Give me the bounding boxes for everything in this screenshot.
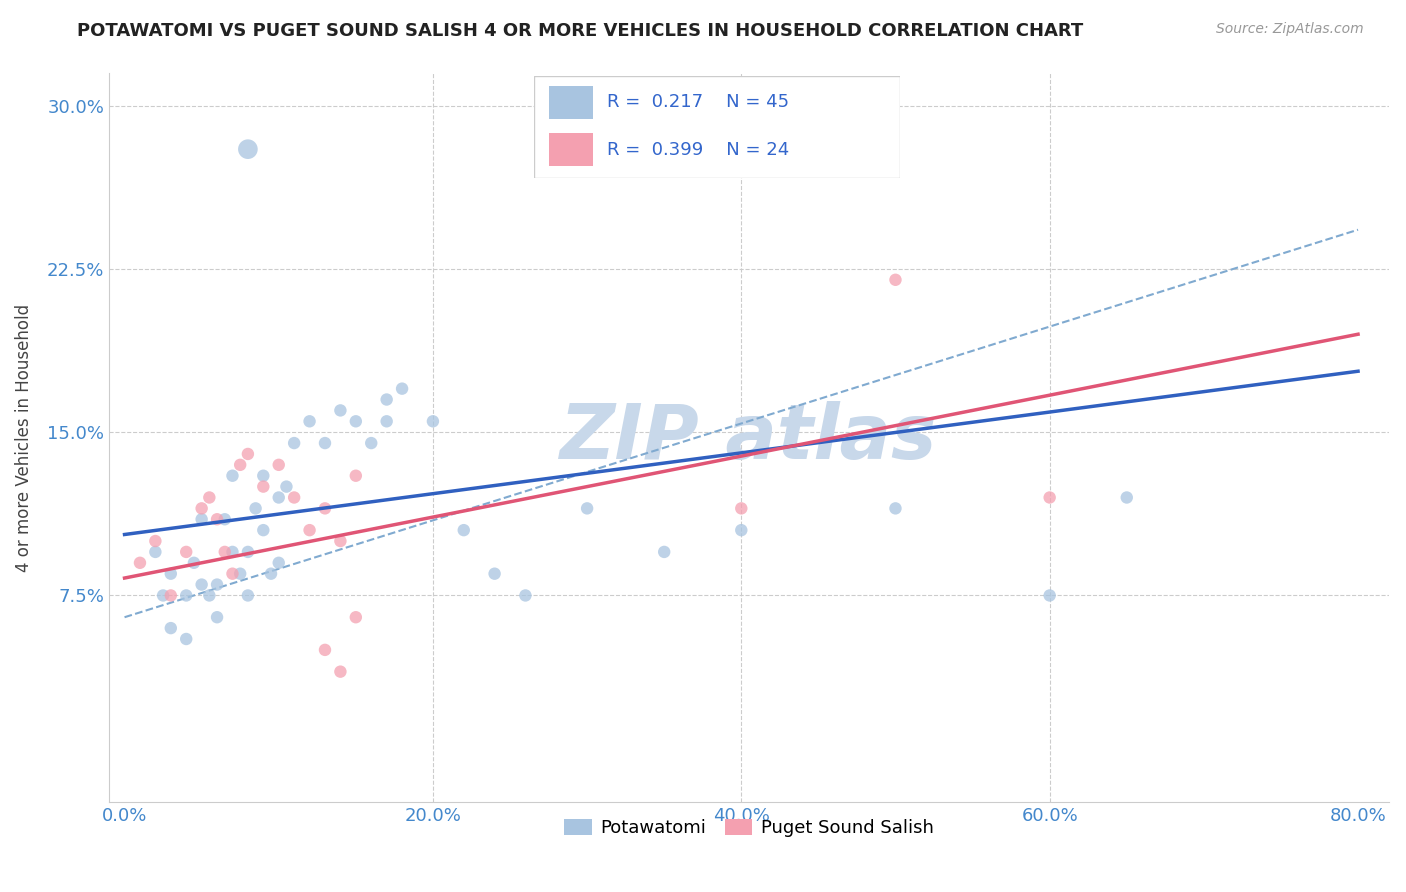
Point <box>329 403 352 417</box>
Y-axis label: 4 or more Vehicles in Household: 4 or more Vehicles in Household <box>15 303 32 572</box>
Point <box>453 523 475 537</box>
Point <box>252 480 274 494</box>
Point <box>159 589 181 603</box>
Point <box>1039 491 1062 505</box>
FancyBboxPatch shape <box>534 76 900 178</box>
Point <box>229 566 252 581</box>
Point <box>329 534 352 549</box>
Point <box>391 382 413 396</box>
Legend: Potawatomi, Puget Sound Salish: Potawatomi, Puget Sound Salish <box>557 812 941 845</box>
Point <box>236 589 259 603</box>
Bar <box>548 87 593 119</box>
Point <box>205 610 228 624</box>
Point <box>1115 491 1137 505</box>
Point <box>214 512 236 526</box>
Point <box>375 414 398 428</box>
Point <box>174 632 197 646</box>
Point <box>314 436 336 450</box>
Point <box>190 512 212 526</box>
Point <box>283 436 305 450</box>
Point <box>174 589 197 603</box>
Point <box>145 545 167 559</box>
Point <box>229 458 252 472</box>
Text: Source: ZipAtlas.com: Source: ZipAtlas.com <box>1216 22 1364 37</box>
Point <box>236 142 259 156</box>
Point <box>344 610 367 624</box>
Point <box>283 491 305 505</box>
Point <box>221 566 243 581</box>
Point <box>260 566 283 581</box>
Point <box>298 523 321 537</box>
Point <box>314 501 336 516</box>
Point <box>183 556 205 570</box>
Point <box>205 512 228 526</box>
Point <box>174 545 197 559</box>
Point <box>344 468 367 483</box>
Text: R =  0.399    N = 24: R = 0.399 N = 24 <box>607 141 790 159</box>
Point <box>190 577 212 591</box>
Point <box>159 566 181 581</box>
Point <box>267 458 290 472</box>
Point <box>884 273 907 287</box>
Point <box>730 523 752 537</box>
Point <box>205 577 228 591</box>
Point <box>236 545 259 559</box>
Point <box>198 589 221 603</box>
Point <box>267 556 290 570</box>
Point <box>252 468 274 483</box>
Point <box>267 491 290 505</box>
Point <box>129 556 152 570</box>
Bar <box>548 133 593 166</box>
Point <box>1039 589 1062 603</box>
Point <box>329 665 352 679</box>
Point <box>245 501 267 516</box>
Point <box>190 501 212 516</box>
Point <box>214 545 236 559</box>
Point <box>576 501 599 516</box>
Text: ZIP atlas: ZIP atlas <box>560 401 938 475</box>
Point <box>298 414 321 428</box>
Point <box>152 589 174 603</box>
Point <box>884 501 907 516</box>
Point <box>360 436 382 450</box>
Point <box>276 480 298 494</box>
Point <box>375 392 398 407</box>
Point <box>652 545 675 559</box>
Point <box>252 523 274 537</box>
Point <box>730 501 752 516</box>
Point <box>314 643 336 657</box>
Point <box>236 447 259 461</box>
Point <box>221 468 243 483</box>
Text: R =  0.217    N = 45: R = 0.217 N = 45 <box>607 94 790 112</box>
Point <box>422 414 444 428</box>
Point <box>344 414 367 428</box>
Text: POTAWATOMI VS PUGET SOUND SALISH 4 OR MORE VEHICLES IN HOUSEHOLD CORRELATION CHA: POTAWATOMI VS PUGET SOUND SALISH 4 OR MO… <box>77 22 1084 40</box>
Point <box>145 534 167 549</box>
Point <box>221 545 243 559</box>
Point <box>484 566 506 581</box>
Point <box>515 589 537 603</box>
Point <box>159 621 181 635</box>
Point <box>198 491 221 505</box>
